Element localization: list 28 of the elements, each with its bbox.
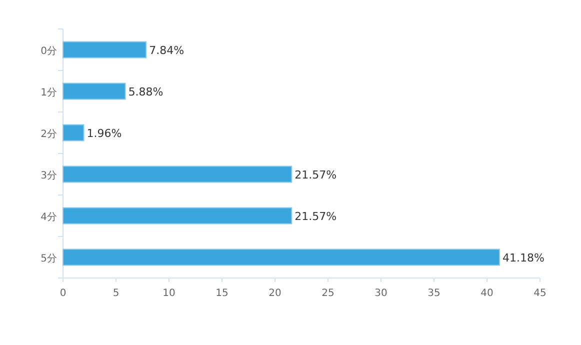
y-tick-label: 5分: [40, 252, 57, 264]
data-label: 21.57%: [294, 210, 337, 223]
x-tick-label: 25: [322, 288, 334, 299]
bar: [62, 41, 147, 58]
data-label: 21.57%: [294, 168, 337, 182]
x-tick-label: 40: [480, 288, 494, 299]
y-tick-label: 4分: [40, 210, 57, 223]
x-tick-label: 5: [112, 288, 120, 299]
bar: [62, 82, 126, 100]
data-label: 1.96%: [86, 126, 122, 140]
x-tick-label: 30: [374, 288, 388, 299]
x-tick-label: 15: [216, 288, 228, 299]
y-tick-label: 2分: [40, 128, 57, 140]
y-tick-label: 3分: [40, 169, 57, 182]
bar: [62, 124, 84, 142]
y-tick-label: 1分: [40, 86, 57, 98]
x-tick-label: 0: [60, 288, 66, 299]
x-tick-label: 35: [428, 288, 440, 299]
data-label: 5.88%: [128, 85, 164, 98]
x-tick-label: 20: [268, 288, 282, 299]
bar: [62, 207, 292, 224]
bar: [62, 166, 292, 183]
bar: [62, 248, 500, 266]
data-label: 41.18%: [502, 251, 544, 264]
x-tick-label: 45: [534, 288, 546, 299]
data-label: 7.84%: [149, 44, 184, 57]
x-tick-label: 10: [162, 288, 176, 299]
y-tick-label: 0分: [40, 44, 57, 57]
